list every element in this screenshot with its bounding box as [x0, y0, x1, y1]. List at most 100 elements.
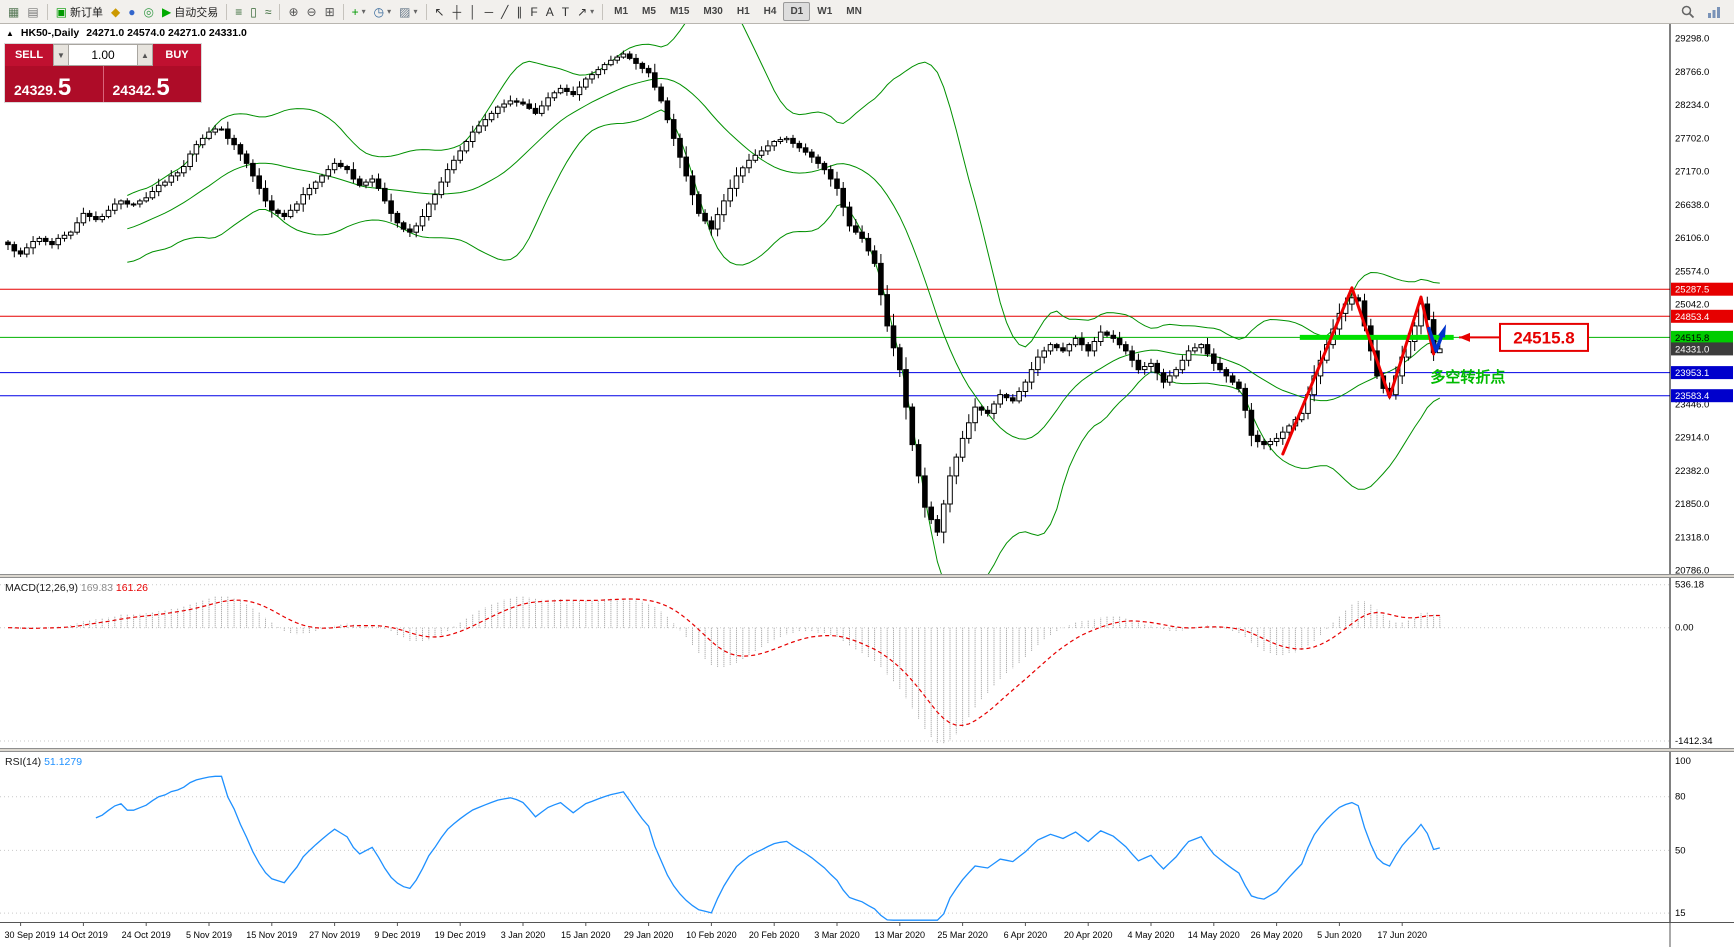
svg-text:-1412.34: -1412.34: [1675, 736, 1713, 747]
date-label: 13 Mar 2020: [875, 930, 926, 940]
price-callout[interactable]: 24515.8: [1459, 322, 1589, 352]
indicators-icon: ◆: [111, 4, 121, 19]
date-label: 14 Oct 2019: [59, 930, 108, 940]
chart-marker-icon: ▲: [6, 28, 14, 38]
date-label: 27 Nov 2019: [309, 930, 360, 940]
date-label: 15 Nov 2019: [246, 930, 297, 940]
templates-button[interactable]: ▨ ▾: [395, 2, 421, 22]
candlestick-type-icon: ▯: [250, 4, 257, 19]
time-axis[interactable]: 30 Sep 2019 14 Oct 2019 24 Oct 2019 5 Nov 2…: [4, 922, 1671, 947]
toolbar-separator: [602, 3, 604, 20]
timeframe-m5-button[interactable]: M5: [642, 6, 656, 17]
trend-zigzag-line[interactable]: [1281, 286, 1436, 456]
price-tag: [1671, 389, 1733, 403]
zoom-out-button[interactable]: ⊖: [303, 2, 321, 22]
price-tag: [1671, 282, 1733, 296]
buy-price[interactable]: 24342. 5: [102, 66, 202, 102]
sell-price[interactable]: 24329. 5: [5, 66, 103, 102]
navigator-button[interactable]: ◎: [140, 2, 158, 22]
main-chart-panel[interactable]: 24515.8 多空转折点 29298.0 28766.0 28234.0 27702.0…: [0, 24, 1734, 574]
market-watch-button[interactable]: ●: [124, 2, 139, 22]
buy-button[interactable]: BUY: [153, 44, 201, 66]
cursor-tool-button[interactable]: ↖: [431, 2, 449, 22]
timeframe-m30-button[interactable]: M30: [703, 6, 723, 17]
date-label: 6 Apr 2020: [1004, 930, 1048, 940]
bar-chart-type-button[interactable]: ≡: [231, 2, 246, 22]
toolbar-separator: [425, 3, 427, 20]
horizontal-line-tool-button[interactable]: ─: [481, 2, 498, 22]
date-label: 14 May 2020: [1188, 930, 1240, 940]
price-tag: [1671, 366, 1733, 380]
add-indicator-button[interactable]: + ▾: [348, 2, 370, 22]
timeframe-h4-button[interactable]: H4: [763, 6, 777, 17]
timeframe-mn-button[interactable]: MN: [846, 6, 862, 17]
indicators-button[interactable]: ◆: [107, 2, 124, 22]
date-label: 3 Jan 2020: [501, 930, 546, 940]
vertical-line-tool-button[interactable]: │: [465, 2, 481, 22]
rsi-indicator-panel[interactable]: 100 80 50 15 RSI(14) 51.1279: [0, 752, 1734, 922]
rsi-canvas: 100 80 50 15 RSI(14) 51.1279: [0, 752, 1734, 922]
blue-arrow-annotation[interactable]: [1426, 324, 1447, 353]
volume-increase-button[interactable]: ▲: [137, 44, 153, 66]
sell-button[interactable]: SELL: [5, 44, 53, 66]
main-chart-canvas[interactable]: 24515.8 多空转折点 29298.0 28766.0 28234.0 27702.0…: [0, 24, 1734, 574]
panel-splitter[interactable]: [0, 574, 1734, 578]
volume-input[interactable]: [69, 44, 137, 66]
profiles-button[interactable]: ▤: [23, 2, 42, 22]
toolbar-separator: [46, 3, 48, 20]
candlestick-type-button[interactable]: ▯: [246, 2, 261, 22]
date-label: 20 Apr 2020: [1064, 930, 1113, 940]
vertical-line-tool-icon: │: [469, 4, 477, 19]
bar-chart-type-icon: ≡: [235, 4, 243, 19]
text-tool-button[interactable]: A: [542, 2, 558, 22]
timeframe-m15-button[interactable]: M15: [669, 6, 690, 17]
svg-text:80: 80: [1675, 792, 1686, 803]
date-label: 10 Feb 2020: [686, 930, 737, 940]
label-tool-icon: T: [561, 4, 570, 19]
new-order-button[interactable]: ▣ 新订单: [52, 2, 107, 22]
crosshair-tool-button[interactable]: ┼: [449, 2, 466, 22]
connection-status-icon[interactable]: [1706, 4, 1722, 20]
price-tag: [1671, 342, 1733, 356]
tile-windows-button[interactable]: ⊞: [321, 2, 339, 22]
channel-tool-button[interactable]: ∥: [512, 2, 526, 22]
toolbar-separator: [342, 3, 344, 20]
new-order-button-label: 新订单: [70, 6, 104, 19]
line-chart-type-button[interactable]: ≈: [261, 2, 276, 22]
new-chart-icon: ▦: [8, 4, 20, 19]
timeframe-d1-button[interactable]: D1: [783, 2, 811, 21]
periods-button[interactable]: ◷ ▾: [370, 2, 396, 22]
timeframe-w1-button[interactable]: W1: [817, 6, 833, 17]
macd-indicator-panel[interactable]: 536.18 0.00 -1412.34 MACD(12,26,9) 169.83 1…: [0, 578, 1734, 748]
svg-text:26106.0: 26106.0: [1675, 233, 1709, 244]
svg-text:24331.0: 24331.0: [1675, 344, 1709, 355]
trade-panel-prices: 24329. 5 24342. 5: [5, 66, 201, 102]
chart-title: ▲ HK50-,Daily 24271.0 24574.0 24271.0 24…: [6, 27, 247, 39]
new-order-icon: ▣: [55, 4, 68, 19]
autotrading-button[interactable]: ▶ 自动交易: [158, 2, 222, 22]
market-watch-icon: ●: [128, 4, 136, 19]
svg-text:22382.0: 22382.0: [1675, 466, 1709, 477]
autotrading-icon: ▶: [162, 4, 172, 19]
autotrading-button-label: 自动交易: [174, 6, 219, 19]
zoom-in-button[interactable]: ⊕: [284, 2, 302, 22]
timeframe-m1-button[interactable]: M1: [614, 6, 629, 17]
timeframe-h1-button[interactable]: H1: [736, 6, 750, 17]
volume-decrease-button[interactable]: ▼: [53, 44, 69, 66]
macd-axis[interactable]: 536.18 0.00 -1412.34: [1669, 578, 1713, 748]
chevron-down-icon: ▾: [361, 7, 366, 16]
arrows-tool-button[interactable]: ↗ ▾: [573, 2, 598, 22]
chart-background[interactable]: [0, 24, 1734, 574]
turning-point-label[interactable]: 多空转折点: [1430, 368, 1505, 386]
price-axis[interactable]: 29298.0 28766.0 28234.0 27702.0 27170.0 26638…: [1669, 24, 1733, 574]
label-tool-button[interactable]: T: [558, 2, 573, 22]
new-chart-button[interactable]: ▦: [4, 2, 23, 22]
fibonacci-tool-button[interactable]: F: [526, 2, 541, 22]
svg-text:50: 50: [1675, 845, 1686, 856]
search-icon[interactable]: [1680, 4, 1696, 20]
trendline-tool-button[interactable]: ╱: [497, 2, 512, 22]
panel-splitter[interactable]: [0, 748, 1734, 752]
time-axis-bar[interactable]: 30 Sep 2019 14 Oct 2019 24 Oct 2019 5 Nov 2…: [0, 922, 1734, 947]
rsi-axis[interactable]: 100 80 50 15: [1669, 752, 1691, 922]
date-label: 5 Nov 2019: [186, 930, 232, 940]
